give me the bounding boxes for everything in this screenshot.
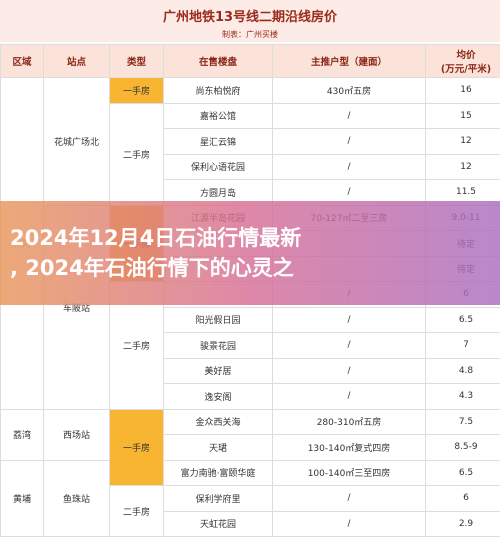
type-cell: 一手房 (110, 78, 164, 104)
name-cell: 嘉裕公馆 (164, 103, 273, 129)
column-header-unit: (万元/平米) (426, 61, 500, 75)
layout-cell: / (273, 154, 426, 180)
overlay-line: , 2024年石油行情下的心灵之 (10, 253, 500, 283)
type-cell: 二手房 (110, 103, 164, 205)
price-cell: 6.5 (426, 460, 500, 486)
station-cell: 鱼珠站 (44, 460, 110, 537)
layout-cell: / (273, 129, 426, 155)
price-cell: 7 (426, 333, 500, 359)
layout-cell: 130-140㎡复式四房 (273, 435, 426, 461)
name-cell: 天珺 (164, 435, 273, 461)
layout-cell: / (273, 511, 426, 537)
name-cell: 保利学府里 (164, 486, 273, 512)
table-row: 天河花城广场北一手房尚东柏悦府430㎡五房16 (1, 78, 500, 104)
layout-cell: 430㎡五房 (273, 78, 426, 104)
district-cell: 黄埔 (1, 460, 44, 537)
price-cell: 6.5 (426, 307, 500, 333)
name-cell: 阳光假日园 (164, 307, 273, 333)
station-cell: 花城广场北 (44, 78, 110, 206)
layout-cell: / (273, 384, 426, 410)
price-cell: 12 (426, 129, 500, 155)
layout-cell: / (273, 307, 426, 333)
column-header: 区域 (1, 45, 44, 78)
column-header: 均价(万元/平米) (426, 45, 500, 78)
column-header: 主推户型（建面） (273, 45, 426, 78)
overlay-banner: 2024年12月4日石油行情最新 , 2024年石油行情下的心灵之 (0, 201, 500, 305)
name-cell: 逸安阁 (164, 384, 273, 410)
layout-cell: 100-140㎡三至四房 (273, 460, 426, 486)
station-cell: 西场站 (44, 409, 110, 460)
layout-cell: / (273, 486, 426, 512)
name-cell: 金众西关海 (164, 409, 273, 435)
title: 广州地铁13号线二期沿线房价 (0, 0, 500, 25)
price-cell: 12 (426, 154, 500, 180)
price-cell: 15 (426, 103, 500, 129)
price-cell: 4.8 (426, 358, 500, 384)
name-cell: 骏景花园 (164, 333, 273, 359)
price-cell: 2.9 (426, 511, 500, 537)
overlay-line: 2024年12月4日石油行情最新 (10, 223, 500, 253)
type-cell: 一手房 (110, 409, 164, 486)
price-cell: 6 (426, 486, 500, 512)
column-header-text: 均价 (426, 47, 500, 61)
district-cell: 荔湾 (1, 409, 44, 460)
price-cell: 16 (426, 78, 500, 104)
name-cell: 保利心语花园 (164, 154, 273, 180)
layout-cell: / (273, 358, 426, 384)
price-cell: 4.3 (426, 384, 500, 410)
header: 广州地铁13号线二期沿线房价 制表：广州买楼 (0, 0, 500, 42)
name-cell: 尚东柏悦府 (164, 78, 273, 104)
price-cell: 7.5 (426, 409, 500, 435)
name-cell: 星汇云锦 (164, 129, 273, 155)
name-cell: 天虹花园 (164, 511, 273, 537)
name-cell: 美好居 (164, 358, 273, 384)
layout-cell: / (273, 103, 426, 129)
column-header: 在售楼盘 (164, 45, 273, 78)
layout-cell: / (273, 333, 426, 359)
subtitle: 制表：广州买楼 (0, 29, 500, 40)
column-header: 站点 (44, 45, 110, 78)
column-header: 类型 (110, 45, 164, 78)
price-cell: 8.5-9 (426, 435, 500, 461)
header-row: 区域站点类型在售楼盘主推户型（建面）均价(万元/平米) (1, 45, 500, 78)
table-body: 天河花城广场北一手房尚东柏悦府430㎡五房16二手房嘉裕公馆/15星汇云锦/12… (1, 78, 500, 537)
name-cell: 富力南驰·富颐华庭 (164, 460, 273, 486)
layout-cell: 280-310㎡五房 (273, 409, 426, 435)
type-cell: 二手房 (110, 486, 164, 537)
